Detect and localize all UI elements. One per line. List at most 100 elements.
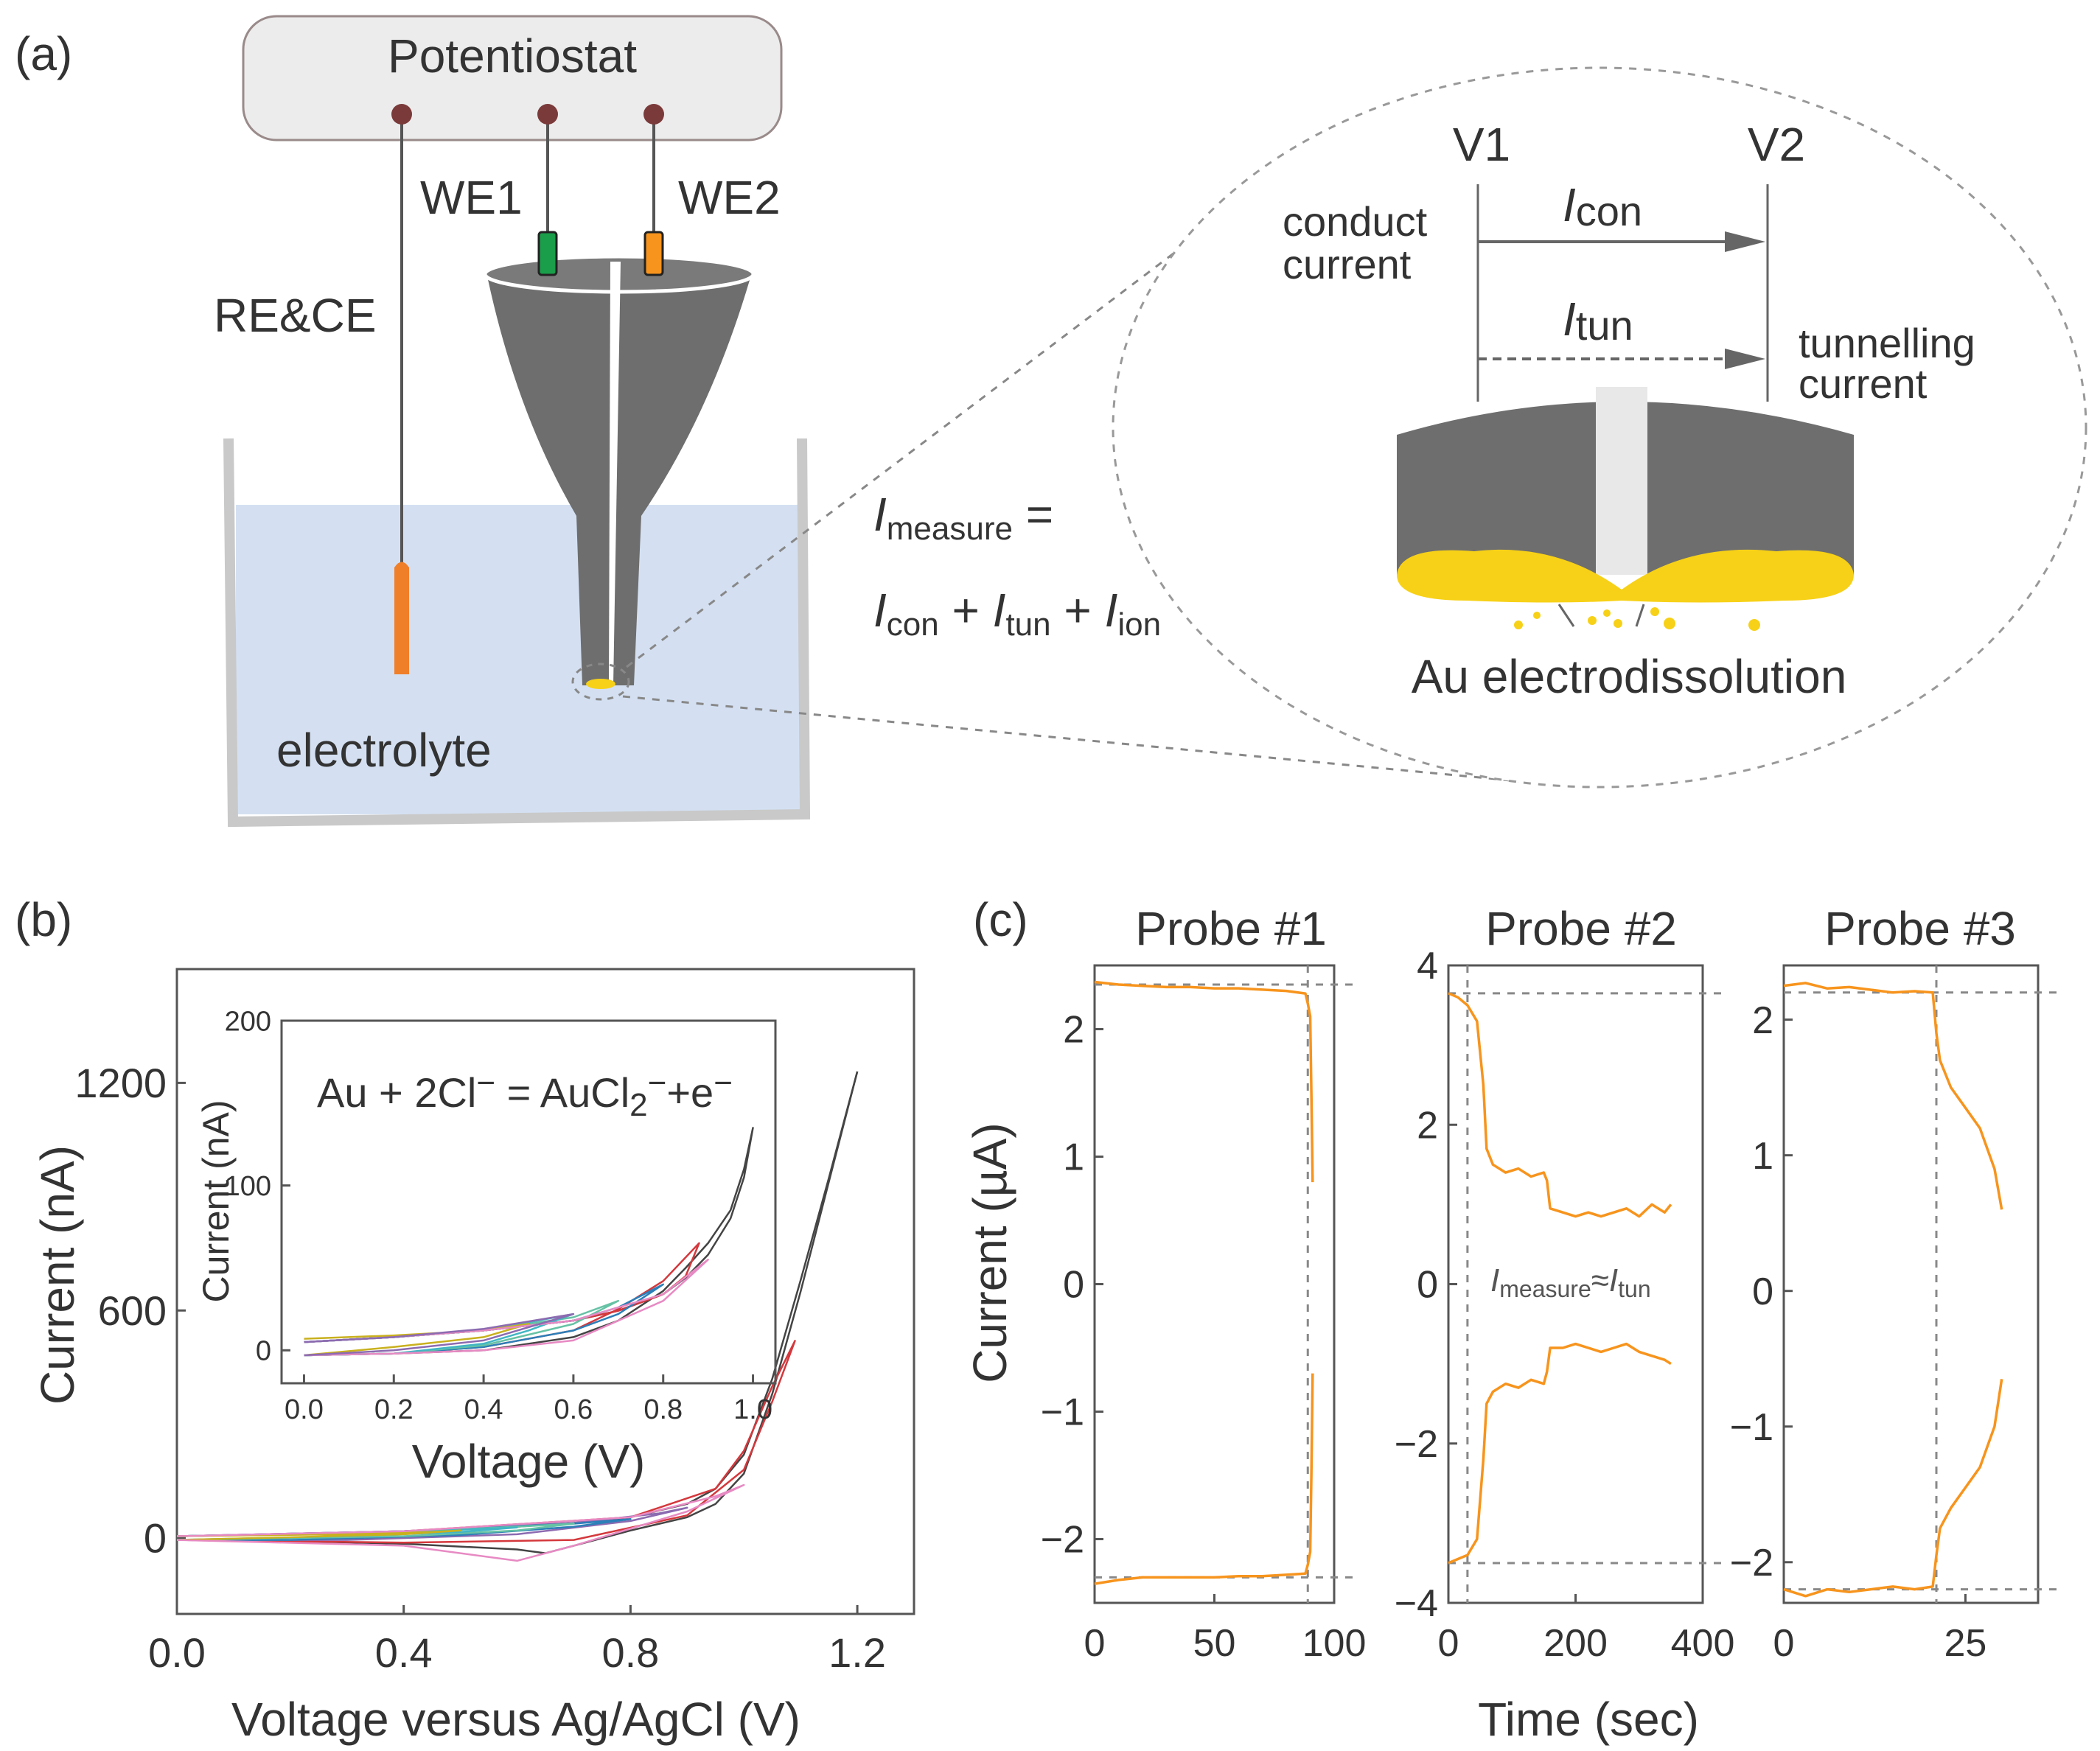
x-tick-label: 50: [1193, 1622, 1236, 1665]
x-tick-label: 0.6: [554, 1394, 593, 1425]
x-tick-label: 0.0: [285, 1394, 324, 1425]
y-tick-label: 100: [225, 1171, 271, 1202]
zoom-tip-septum: [1596, 387, 1647, 575]
c-annotation-bg: [1482, 1257, 1677, 1301]
series-line-8: [304, 1313, 575, 1357]
b-plot-frame: [175, 968, 915, 1615]
b-inset-frame: [280, 1019, 777, 1385]
y-tick-label: −4: [1395, 1582, 1438, 1625]
x-tick-label: 200: [1543, 1622, 1608, 1665]
x-tick-label: 400: [1671, 1622, 1735, 1665]
re-ce-electrode: [394, 562, 409, 674]
zoom-v1-label: V1: [1453, 118, 1510, 171]
re-ce-label: RE&CE: [214, 289, 377, 342]
b-inset-xlabel: Voltage (V): [412, 1435, 646, 1488]
x-tick-label: 25: [1944, 1622, 1987, 1665]
au-flow-arrow: [1635, 604, 1645, 627]
beaker-outline: [223, 438, 811, 828]
we2-connector: [643, 231, 664, 276]
conduct-current-line1: conduct: [1283, 198, 1428, 245]
panel-b: (b) Current (nA) Voltage versus Ag/AgCl …: [15, 893, 915, 1746]
probe-tip-zoom-circle: [571, 663, 630, 701]
electrolyte-label: electrolyte: [276, 724, 492, 777]
probe-tip-gold: [586, 679, 615, 689]
au-particle: [1748, 619, 1760, 631]
we2-label: WE2: [678, 171, 781, 224]
tunnelling-current-line1: tunnelling: [1799, 320, 1975, 366]
itun-arrowhead: [1725, 349, 1765, 369]
c-xlabel: Time (sec): [1478, 1693, 1699, 1746]
probe-frame: [1782, 964, 2040, 1604]
equation-line-2: Icon + Itun + Iion: [873, 584, 1161, 643]
c-annotation: Imeasure≈Itun: [1490, 1262, 1651, 1302]
b-main-ticks: 0.0 0.4 0.8 1.2 0 600 1200: [74, 1060, 886, 1676]
pin-we2: [643, 104, 664, 125]
b-inset-series: [304, 1127, 754, 1357]
y-tick-label: −2: [1395, 1423, 1438, 1466]
icon-label: Icon: [1563, 178, 1642, 234]
series-line-2: [1783, 1379, 2003, 1598]
series-line-6: [304, 1323, 530, 1357]
b-inset-ylabel: Current (nA): [195, 1100, 237, 1302]
y-tick-label: 2: [1063, 1009, 1084, 1052]
series-line-7: [304, 1259, 709, 1357]
au-particle: [1514, 621, 1523, 629]
series-line-1: [1094, 980, 1314, 1183]
y-tick-label: 0: [1417, 1264, 1438, 1307]
series-line-8: [176, 1529, 461, 1541]
au-particle: [1533, 612, 1541, 619]
panel-a: (a) Potentiostat electrolyte RE&CE WE1 W…: [15, 15, 2087, 828]
series-line-1: [1783, 982, 2003, 1210]
tunnelling-current-line2: current: [1799, 360, 1928, 407]
y-tick-label: 0: [1752, 1271, 1773, 1313]
y-tick-label: 600: [98, 1287, 167, 1334]
pin-we1: [537, 104, 558, 125]
y-tick-label: 0: [144, 1515, 167, 1562]
x-tick-label: 0.4: [464, 1394, 503, 1425]
b-main-series: [176, 1071, 859, 1562]
x-tick-label: 0.4: [375, 1629, 433, 1676]
au-particle: [1588, 616, 1597, 625]
pin-re-ce: [391, 104, 412, 125]
y-tick-label: 1: [1752, 1135, 1773, 1178]
c-ylabel: Current (µA): [963, 1122, 1016, 1383]
x-tick-label: 100: [1302, 1622, 1367, 1665]
y-tick-label: 1200: [74, 1060, 167, 1106]
zoom-v2-label: V2: [1748, 118, 1805, 171]
we1-connector: [537, 231, 558, 276]
b-ylabel: Current (nA): [31, 1145, 84, 1405]
series-line-2: [1448, 1342, 1672, 1565]
x-tick-label: 0.8: [601, 1629, 659, 1676]
y-tick-label: −2: [1041, 1519, 1084, 1562]
au-electrodissolution-label: Au electrodissolution: [1412, 650, 1847, 703]
b-inset-ticks: 0.0 0.2 0.4 0.6 0.8 1.0 0 100 200: [225, 1006, 772, 1425]
y-tick-label: 4: [1417, 945, 1438, 988]
we1-label: WE1: [420, 171, 523, 224]
y-tick-label: 0: [1063, 1264, 1084, 1307]
probe-septum: [609, 262, 621, 685]
itun-label: Itun: [1563, 293, 1633, 349]
x-tick-label: 0: [1084, 1622, 1106, 1665]
x-tick-label: 1.0: [733, 1394, 772, 1425]
au-flow-arrow: [1557, 604, 1575, 627]
x-tick-label: 0.2: [374, 1394, 414, 1425]
b-xlabel: Voltage versus Ag/AgCl (V): [231, 1693, 800, 1746]
conduct-current-line2: current: [1283, 241, 1412, 287]
series-line-1: [1448, 992, 1672, 1218]
y-tick-label: 200: [225, 1006, 271, 1037]
probe-2-plot: Probe #2 0 200 400 4 2 0 −2 −4: [1395, 902, 1735, 1665]
y-tick-label: 2: [1417, 1104, 1438, 1147]
y-tick-label: 1: [1063, 1136, 1084, 1179]
y-tick-label: −2: [1730, 1542, 1773, 1584]
series-line-2: [176, 1071, 859, 1554]
panel-c: (c) Current (µA) Time (sec) Probe #1 0 50 1…: [963, 893, 2057, 1746]
probe-title: Probe #3: [1824, 902, 2016, 955]
au-particle: [1650, 607, 1659, 616]
x-tick-label: 1.2: [829, 1629, 886, 1676]
y-tick-label: −1: [1730, 1406, 1773, 1449]
x-tick-label: 0: [1773, 1622, 1795, 1665]
panel-c-label: (c): [973, 893, 1028, 946]
probe-frame: [1093, 964, 1336, 1604]
icon-arrowhead: [1725, 231, 1765, 252]
